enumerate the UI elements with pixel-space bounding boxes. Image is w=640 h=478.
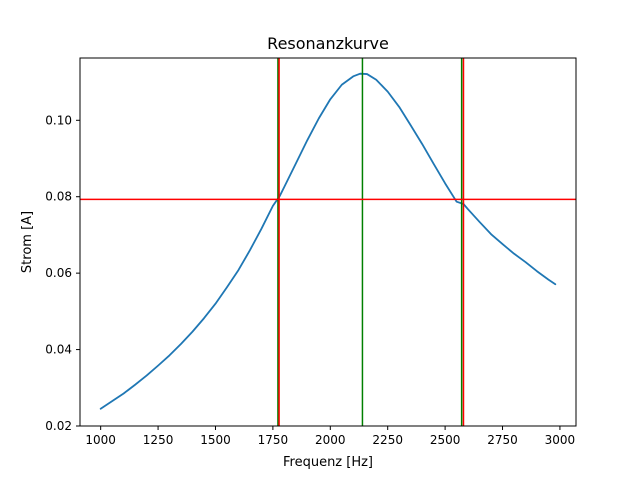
x-tick-label: 1250 — [143, 433, 174, 447]
y-tick-label: 0.02 — [45, 419, 72, 433]
x-tick-label: 2750 — [487, 433, 518, 447]
chart-title: Resonanzkurve — [267, 34, 389, 53]
y-tick-label: 0.10 — [45, 113, 72, 127]
x-tick-label: 2500 — [430, 433, 461, 447]
y-tick-label: 0.04 — [45, 343, 72, 357]
x-tick-label: 3000 — [545, 433, 576, 447]
x-tick-label: 1750 — [258, 433, 289, 447]
x-axis-label: Frequenz [Hz] — [283, 455, 373, 470]
x-tick-label: 2000 — [315, 433, 346, 447]
y-tick-label: 0.08 — [45, 190, 72, 204]
x-tick-label: 1000 — [85, 433, 116, 447]
y-tick-label: 0.06 — [45, 266, 72, 280]
y-axis-label: Strom [A] — [20, 211, 35, 273]
x-tick-label: 1500 — [200, 433, 231, 447]
x-tick-label: 2250 — [372, 433, 403, 447]
